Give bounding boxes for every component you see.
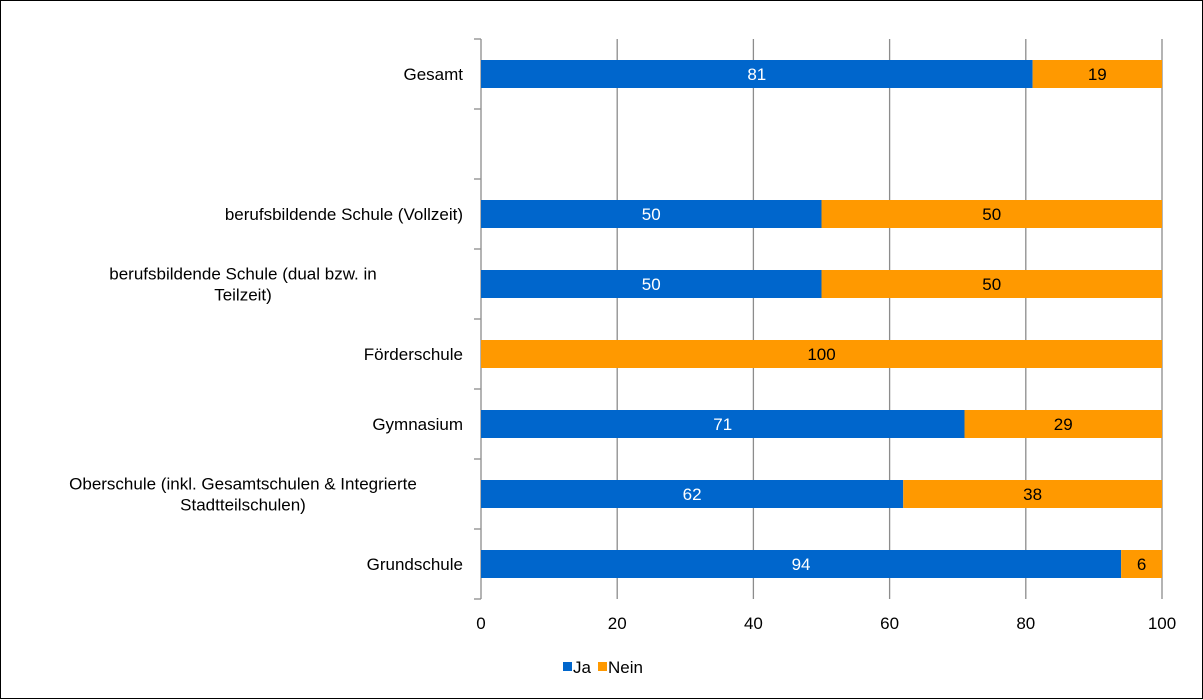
category-label-4: Förderschule: [364, 345, 463, 364]
bar-nein-3: [821, 270, 1162, 298]
category-label-2: berufsbildende Schule (Vollzeit): [225, 205, 463, 224]
data-label-nein-7: 6: [1137, 555, 1146, 574]
legend-label-nein: Nein: [608, 658, 643, 677]
data-label-nein-5: 29: [1054, 415, 1073, 434]
data-label-ja-6: 62: [683, 485, 702, 504]
category-labels: Gesamt berufsbildende Schule (Vollzeit) be…: [69, 65, 463, 574]
x-tick-label-80: 80: [1016, 614, 1035, 633]
bar-ja-6: [481, 480, 904, 508]
data-label-ja-5: 71: [713, 415, 732, 434]
category-label-5: Gymnasium: [372, 415, 463, 434]
x-tick-label-60: 60: [880, 614, 899, 633]
category-label-3: berufsbildende Schule (dual bzw. in Teilz…: [109, 265, 376, 305]
bar-nein-0: [1032, 60, 1162, 88]
x-tick-label-20: 20: [608, 614, 627, 633]
legend-swatch-nein: [598, 662, 607, 671]
data-label-ja-3: 50: [642, 275, 661, 294]
bar-ja-5: [481, 410, 965, 438]
data-label-nein-0: 19: [1088, 65, 1107, 84]
bar-ja-3: [481, 270, 822, 298]
y-axis: [474, 38, 482, 600]
x-tick-label-100: 100: [1148, 614, 1176, 633]
data-label-nein-3: 50: [982, 275, 1001, 294]
category-label-0: Gesamt: [403, 65, 463, 84]
bar-nein-2: [821, 200, 1162, 228]
legend-swatch-ja: [563, 662, 572, 671]
bar-nein-5: [964, 410, 1162, 438]
gridlines: [616, 39, 1163, 599]
bar-nein-7: [1121, 550, 1162, 578]
x-tick-labels: 0 20 40 60 80 100: [476, 614, 1176, 633]
data-label-nein-2: 50: [982, 205, 1001, 224]
data-label-nein-4: 100: [807, 345, 835, 364]
x-tick-label-0: 0: [476, 614, 485, 633]
data-label-ja-7: 94: [792, 555, 811, 574]
bar-nein-6: [903, 480, 1162, 508]
legend: Ja Nein: [563, 658, 643, 677]
bar-ja-7: [481, 550, 1122, 578]
bar-ja-0: [481, 60, 1033, 88]
bar-nein-4: [481, 340, 1162, 368]
category-label-6: Oberschule (inkl. Gesamtschulen & Integr…: [69, 475, 417, 515]
bars: 81 19 50 50 50 50 100 71 29 62 38 94 6: [481, 60, 1162, 578]
bar-ja-2: [481, 200, 822, 228]
category-label-7: Grundschule: [367, 555, 463, 574]
x-tick-label-40: 40: [744, 614, 763, 633]
data-label-ja-2: 50: [642, 205, 661, 224]
data-label-nein-6: 38: [1023, 485, 1042, 504]
legend-label-ja: Ja: [573, 658, 592, 677]
data-label-ja-0: 81: [747, 65, 766, 84]
